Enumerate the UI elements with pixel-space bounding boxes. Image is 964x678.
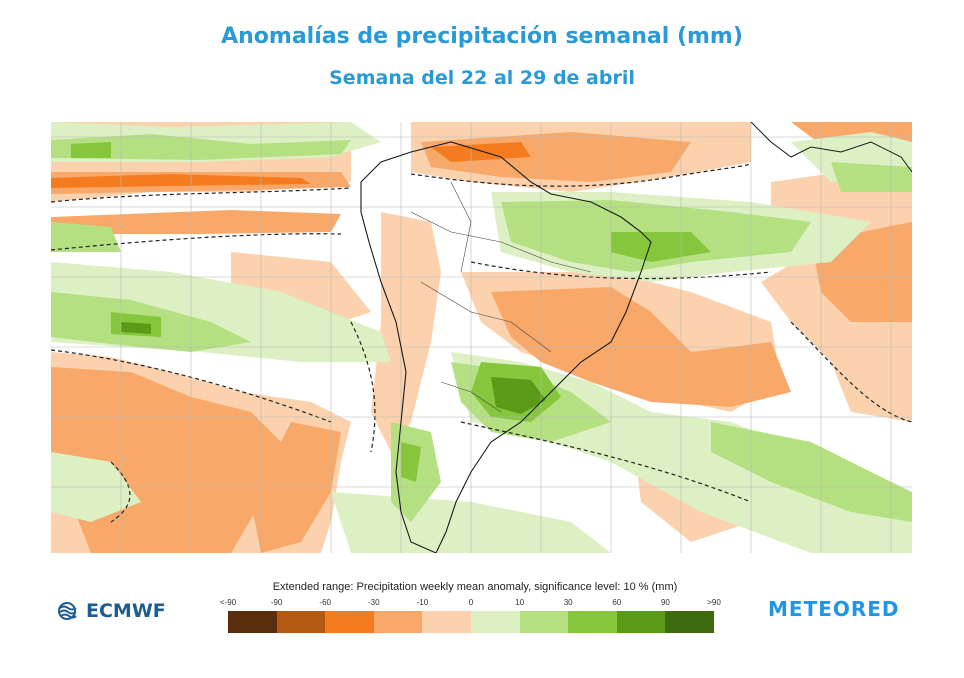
colorbar-segment	[470, 611, 520, 633]
colorbar-tick: 90	[660, 598, 670, 607]
ecmwf-logo-text: ECMWF	[86, 600, 166, 622]
colorbar-segment	[276, 611, 326, 633]
colorbar-segment	[325, 611, 374, 633]
map-subtitle: Semana del 22 al 29 de abril	[329, 67, 635, 89]
graticule	[51, 122, 912, 553]
colorbar-segment	[422, 611, 471, 633]
colorbar-segment	[665, 611, 714, 633]
ecmwf-logo: ECMWF	[58, 600, 166, 622]
wet-very-strong-areas	[121, 322, 546, 414]
colorbar-tick: -10	[416, 598, 429, 607]
central-america-coastline	[750, 122, 912, 173]
colorbar-tick: -30	[368, 598, 380, 607]
colorbar-tick: -60	[319, 598, 331, 607]
colorbar-segment	[616, 611, 666, 633]
colorbar-segment	[228, 611, 277, 633]
colorbar-tick: 30	[563, 598, 573, 607]
south-america-coastline	[360, 141, 652, 553]
significance-contours	[51, 163, 912, 523]
map-title: Anomalías de precipitación semanal (mm)	[221, 24, 743, 49]
dry-strong-areas	[51, 142, 531, 188]
meteored-logo: METEORED	[768, 597, 900, 621]
colorbar-tick: 0	[468, 598, 474, 607]
colorbar-tick: <-90	[219, 598, 237, 607]
colorbar-segment	[568, 611, 617, 633]
legend-caption: Extended range: Precipitation weekly mea…	[272, 581, 678, 593]
colorbar-tick: 10	[515, 598, 525, 607]
colorbar-tick: -90	[270, 598, 283, 607]
colorbar-segment	[373, 611, 423, 633]
precipitation-anomaly-map	[51, 122, 912, 553]
ecmwf-wave-icon	[58, 602, 77, 620]
colorbar-segment	[519, 611, 569, 633]
colorbar-tick: >90	[707, 598, 721, 607]
colorbar	[228, 611, 714, 633]
colorbar-ticks: <-90 -90 -60 -30 -10 0 10 30 60 90 >90	[220, 598, 721, 610]
country-borders	[410, 181, 592, 413]
colorbar-tick: 60	[612, 598, 622, 607]
